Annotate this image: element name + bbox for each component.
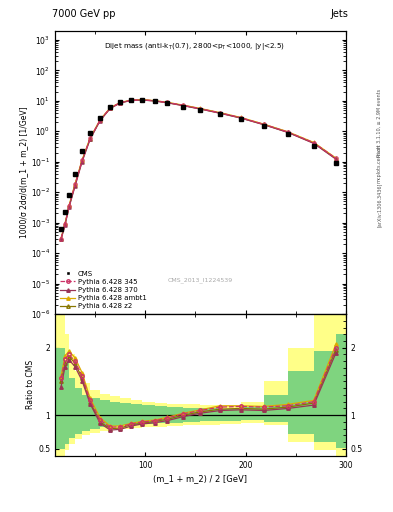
Y-axis label: Ratio to CMS: Ratio to CMS bbox=[26, 360, 35, 410]
Y-axis label: 1000/σ 2dσ/d(m_1 + m_2) [1/GeV]: 1000/σ 2dσ/d(m_1 + m_2) [1/GeV] bbox=[19, 106, 28, 238]
Text: Rivet 3.1.10, ≥ 2.9M events: Rivet 3.1.10, ≥ 2.9M events bbox=[377, 89, 382, 157]
X-axis label: (m_1 + m_2) / 2 [GeV]: (m_1 + m_2) / 2 [GeV] bbox=[153, 474, 248, 483]
Legend: CMS, Pythia 6.428 345, Pythia 6.428 370, Pythia 6.428 ambt1, Pythia 6.428 z2: CMS, Pythia 6.428 345, Pythia 6.428 370,… bbox=[59, 269, 148, 311]
Text: [arXiv:1306.3436]: [arXiv:1306.3436] bbox=[377, 183, 382, 227]
Text: Dijet mass (anti-k$_\mathregular{T}$(0.7), 2800<p$_\mathregular{T}$<1000, |y|<2.: Dijet mass (anti-k$_\mathregular{T}$(0.7… bbox=[104, 40, 285, 52]
Text: Jets: Jets bbox=[331, 9, 349, 19]
Text: CMS_2013_I1224539: CMS_2013_I1224539 bbox=[168, 277, 233, 283]
Text: 7000 GeV pp: 7000 GeV pp bbox=[52, 9, 116, 19]
Text: mcplots.cern.ch: mcplots.cern.ch bbox=[377, 144, 382, 183]
